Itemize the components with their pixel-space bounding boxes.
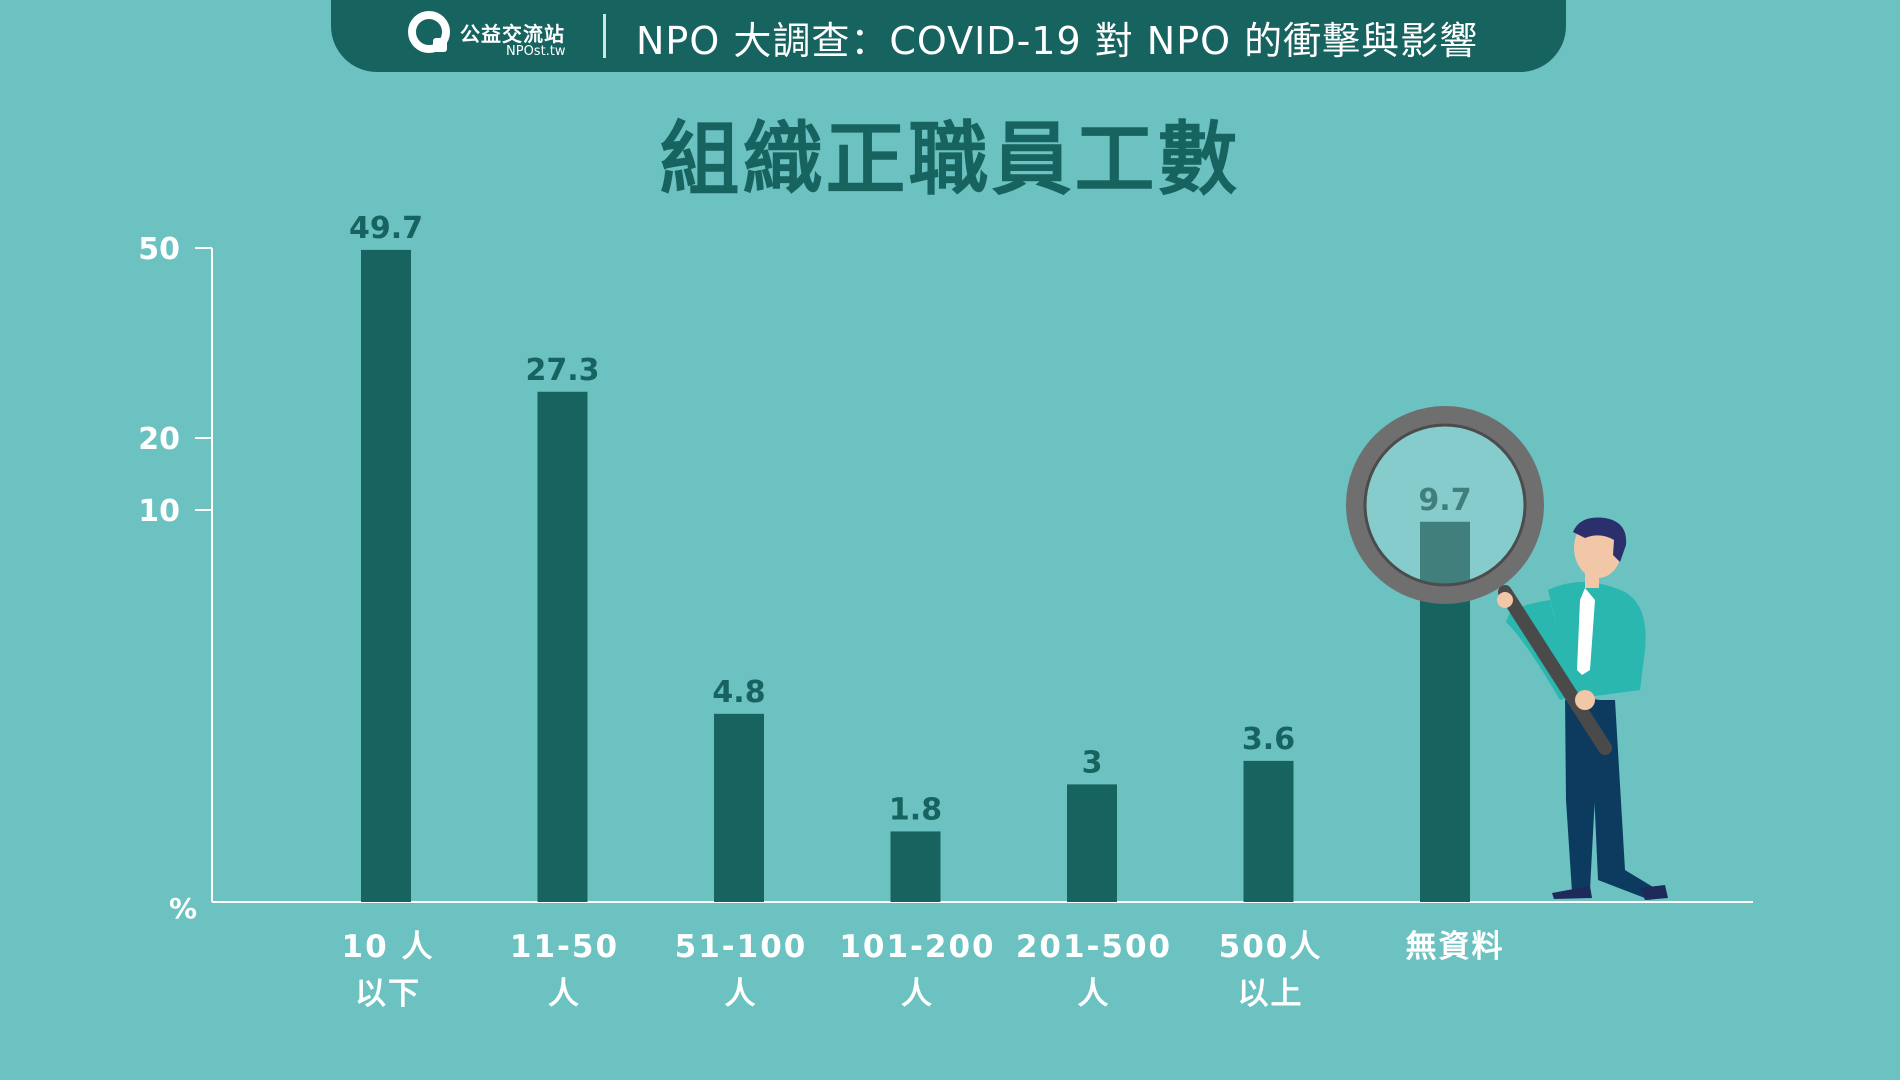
- businessman-with-magnifier-icon: [1346, 406, 1668, 900]
- y-tick-label-0: 50: [138, 232, 180, 267]
- bar-4: [1067, 784, 1117, 902]
- category-label-0-line-1: 以下: [355, 976, 421, 1012]
- header-banner: [331, 0, 1566, 72]
- y-axis-unit: %: [169, 892, 197, 925]
- banner-title: NPO 大調查：COVID-19 對 NPO 的衝擊與影響: [636, 19, 1479, 63]
- category-label-6-line-0: 無資料: [1406, 929, 1505, 965]
- category-label-2-line-1: 人: [725, 976, 758, 1012]
- data-labels: 49.7 27.3 4.8 1.8 3 3.6 9.7: [349, 211, 1472, 828]
- data-label-6: 9.7: [1418, 483, 1471, 518]
- logo-domain: NPOst.tw: [506, 44, 566, 59]
- chart-title: 組織正職員工數: [659, 113, 1241, 206]
- bars: [361, 249, 1470, 902]
- bar-1: [537, 391, 588, 902]
- bar-5: [1243, 760, 1294, 902]
- y-ticks: 50 20 10: [138, 232, 212, 529]
- data-label-2: 4.8: [712, 675, 765, 710]
- category-label-0-line-0: 10 人: [342, 929, 435, 965]
- category-label-3-line-0: 101-200: [839, 929, 995, 965]
- data-label-3: 1.8: [889, 792, 942, 827]
- bar-3: [890, 831, 941, 902]
- y-tick-label-1: 20: [138, 422, 180, 457]
- category-label-5-line-0: 500人: [1219, 929, 1323, 965]
- category-label-3-line-1: 人: [901, 976, 934, 1012]
- bar-0: [361, 249, 411, 902]
- category-labels: 10 人以下 11-50 人 51-100 人 101-200 人 201-500 人 500人以…: [342, 929, 1505, 1012]
- bar-2: [714, 713, 764, 902]
- data-label-1: 27.3: [525, 353, 599, 388]
- logo-name: 公益交流站: [460, 22, 565, 46]
- category-label-5-line-1: 以上: [1238, 976, 1304, 1012]
- axes-layer: %: [169, 248, 1753, 925]
- category-label-2-line-0: 51-100: [675, 929, 808, 965]
- category-label-4-line-1: 人: [1078, 976, 1111, 1012]
- data-label-4: 3: [1082, 745, 1103, 780]
- npost-logo-icon: [408, 11, 450, 53]
- category-label-1-line-0: 11-50: [510, 929, 619, 965]
- y-tick-label-2: 10: [138, 494, 180, 529]
- data-label-5: 3.6: [1242, 722, 1295, 757]
- data-label-0: 49.7: [349, 211, 423, 246]
- category-label-4-line-0: 201-500: [1016, 929, 1172, 965]
- category-label-1-line-1: 人: [548, 976, 581, 1012]
- banner-divider: [603, 14, 606, 58]
